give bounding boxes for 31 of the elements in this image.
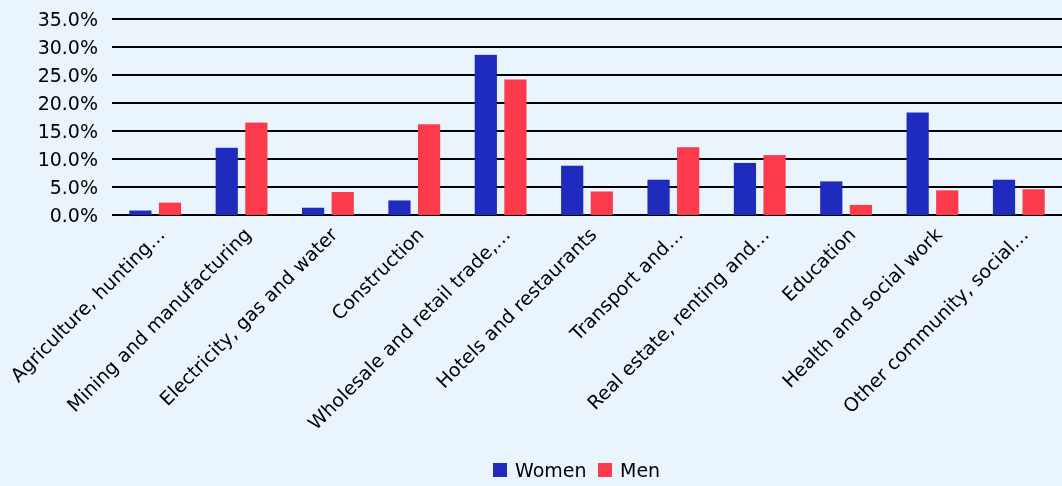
- bar: [158, 202, 182, 215]
- y-tick-label: 25.0%: [37, 63, 98, 86]
- bar: [561, 165, 584, 215]
- legend-label: Women: [515, 458, 587, 481]
- bar: [474, 54, 497, 215]
- bar: [849, 204, 872, 215]
- bar: [733, 162, 757, 215]
- y-tick-label: 5.0%: [49, 175, 98, 198]
- y-tick-label: 10.0%: [37, 147, 98, 170]
- bar: [590, 191, 613, 215]
- bar: [245, 122, 268, 215]
- bar: [936, 190, 959, 215]
- bar: [906, 112, 929, 215]
- bar: [388, 200, 411, 215]
- bar: [331, 192, 354, 215]
- y-tick-label: 0.0%: [49, 203, 98, 226]
- bar: [1022, 189, 1045, 215]
- bar: [302, 207, 325, 215]
- bar: [215, 147, 238, 215]
- y-tick-label: 30.0%: [37, 35, 98, 58]
- bar: [820, 181, 843, 215]
- bar: [417, 124, 441, 215]
- bar: [677, 147, 700, 215]
- y-tick-label: 15.0%: [37, 119, 98, 142]
- y-tick-label: 35.0%: [37, 7, 98, 30]
- y-tick-label: 20.0%: [37, 91, 98, 114]
- bar: [992, 179, 1016, 215]
- bar: [763, 155, 786, 215]
- bar: [647, 179, 670, 215]
- legend-label: Men: [620, 458, 661, 481]
- bar: [504, 79, 527, 215]
